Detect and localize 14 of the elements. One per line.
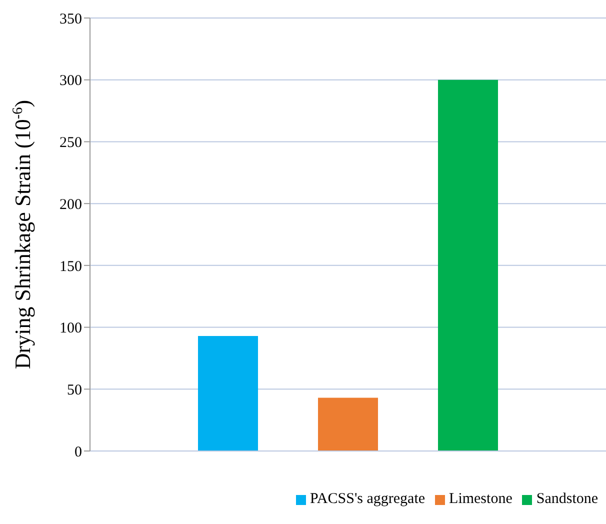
bar — [318, 398, 378, 451]
legend-label: Sandstone — [536, 491, 598, 507]
y-tick-label: 100 — [60, 320, 82, 337]
bar — [438, 80, 498, 451]
y-tick-label: 0 — [74, 444, 82, 460]
y-tick-label: 150 — [60, 258, 82, 275]
bar — [198, 336, 258, 451]
y-tick-label: 350 — [60, 11, 82, 28]
y-tick-label: 50 — [67, 382, 82, 398]
y-tick-label: 300 — [60, 73, 82, 90]
y-tick-label: 250 — [60, 135, 82, 152]
legend-label: Limestone — [449, 491, 512, 507]
y-tick-label: 200 — [60, 196, 82, 213]
legend-label: PACSS's aggregate — [310, 491, 426, 507]
